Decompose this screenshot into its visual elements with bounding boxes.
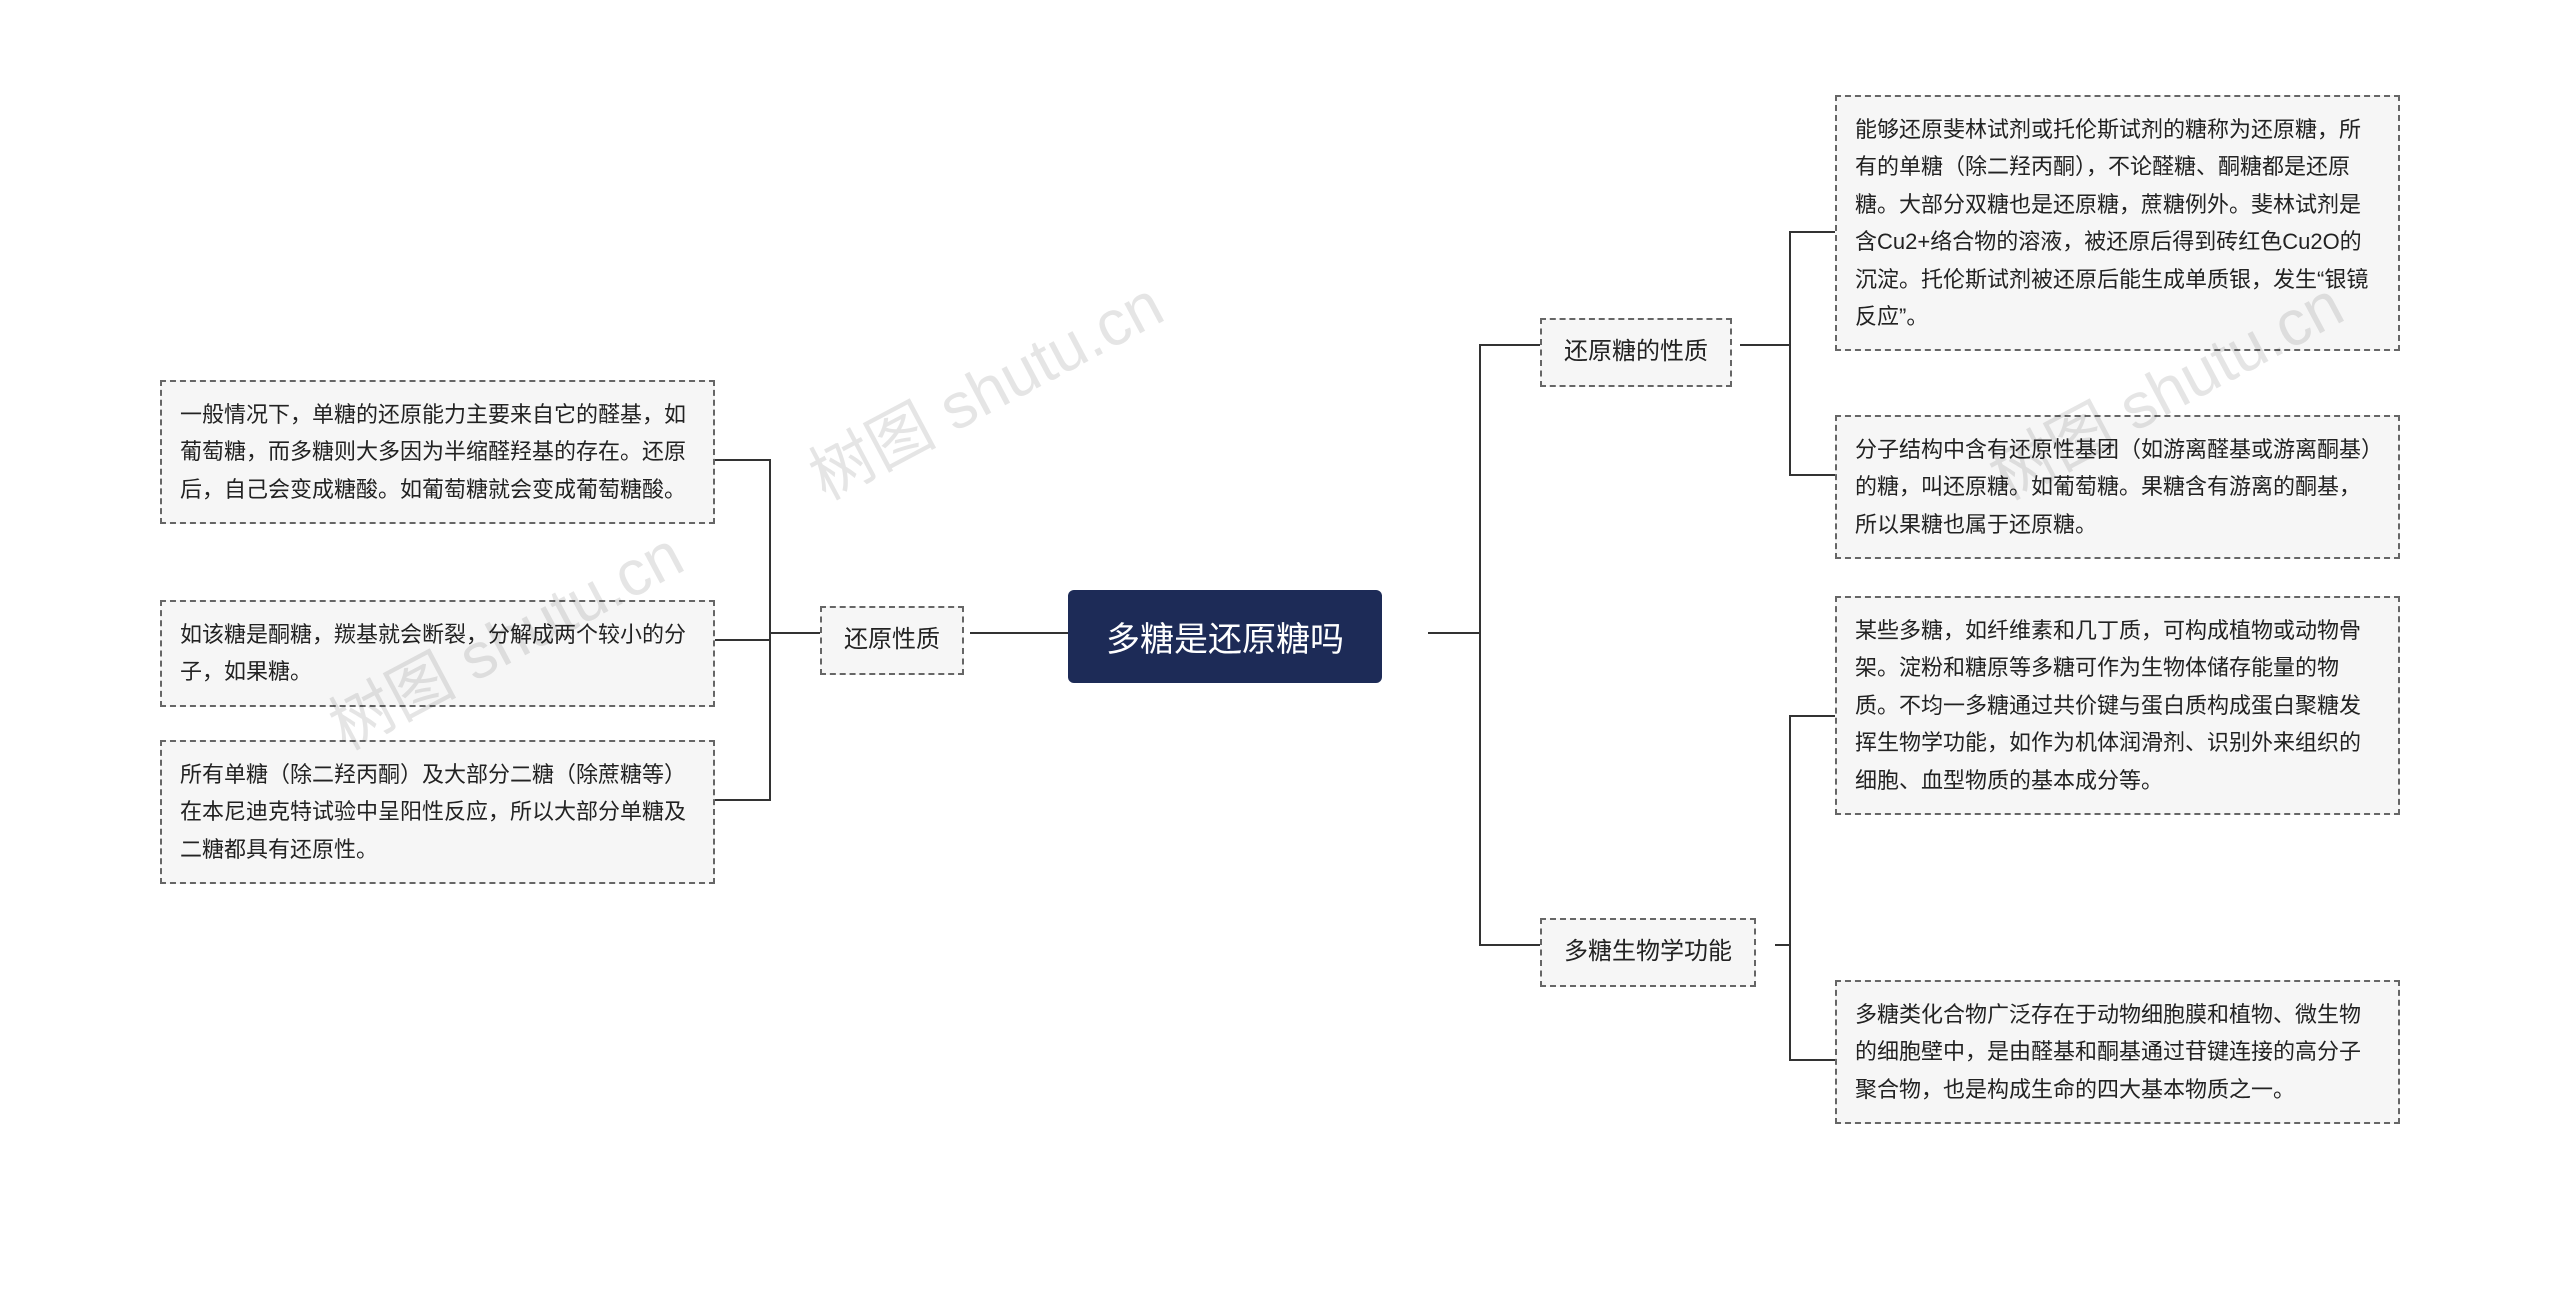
right-branch-0: 还原糖的性质: [1540, 318, 1732, 387]
right-leaf-0-0: 能够还原斐林试剂或托伦斯试剂的糖称为还原糖，所有的单糖（除二羟丙酮），不论醛糖、…: [1835, 95, 2400, 351]
leaf-text: 分子结构中含有还原性基团（如游离醛基或游离酮基）的糖，叫还原糖。如葡萄糖。果糖含…: [1855, 437, 2372, 537]
left-leaf-2: 所有单糖（除二羟丙酮）及大部分二糖（除蔗糖等）在本尼迪克特试验中呈阳性反应，所以…: [160, 740, 715, 884]
leaf-text: 多糖类化合物广泛存在于动物细胞膜和植物、微生物的细胞壁中，是由醛基和酮基通过苷键…: [1855, 1002, 2361, 1102]
left-leaf-1: 如该糖是酮糖，羰基就会断裂，分解成两个较小的分子，如果糖。: [160, 600, 715, 707]
mindmap-canvas: 多糖是还原糖吗 还原性质 一般情况下，单糖的还原能力主要来自它的醛基，如葡萄糖，…: [0, 0, 2560, 1295]
right-branch-0-label: 还原糖的性质: [1564, 338, 1708, 365]
right-leaf-1-0: 某些多糖，如纤维素和几丁质，可构成植物或动物骨架。淀粉和糖原等多糖可作为生物体储…: [1835, 596, 2400, 815]
leaf-text: 如该糖是酮糖，羰基就会断裂，分解成两个较小的分子，如果糖。: [180, 622, 686, 684]
leaf-text: 能够还原斐林试剂或托伦斯试剂的糖称为还原糖，所有的单糖（除二羟丙酮），不论醛糖、…: [1855, 117, 2368, 329]
watermark-text: 树图 shutu.cn: [798, 268, 1174, 514]
right-branch-1: 多糖生物学功能: [1540, 918, 1756, 987]
watermark: 树图 shutu.cn: [791, 254, 1177, 517]
root-node: 多糖是还原糖吗: [1068, 590, 1382, 683]
left-leaf-0: 一般情况下，单糖的还原能力主要来自它的醛基，如葡萄糖，而多糖则大多因为半缩醛羟基…: [160, 380, 715, 524]
right-leaf-0-1: 分子结构中含有还原性基团（如游离醛基或游离酮基）的糖，叫还原糖。如葡萄糖。果糖含…: [1835, 415, 2400, 559]
root-label: 多糖是还原糖吗: [1106, 621, 1344, 659]
leaf-text: 某些多糖，如纤维素和几丁质，可构成植物或动物骨架。淀粉和糖原等多糖可作为生物体储…: [1855, 618, 2361, 793]
leaf-text: 所有单糖（除二羟丙酮）及大部分二糖（除蔗糖等）在本尼迪克特试验中呈阳性反应，所以…: [180, 762, 686, 862]
leaf-text: 一般情况下，单糖的还原能力主要来自它的醛基，如葡萄糖，而多糖则大多因为半缩醛羟基…: [180, 402, 686, 502]
left-branch-node: 还原性质: [820, 606, 964, 675]
left-branch-label: 还原性质: [844, 626, 940, 653]
right-leaf-1-1: 多糖类化合物广泛存在于动物细胞膜和植物、微生物的细胞壁中，是由醛基和酮基通过苷键…: [1835, 980, 2400, 1124]
right-branch-1-label: 多糖生物学功能: [1564, 938, 1732, 965]
